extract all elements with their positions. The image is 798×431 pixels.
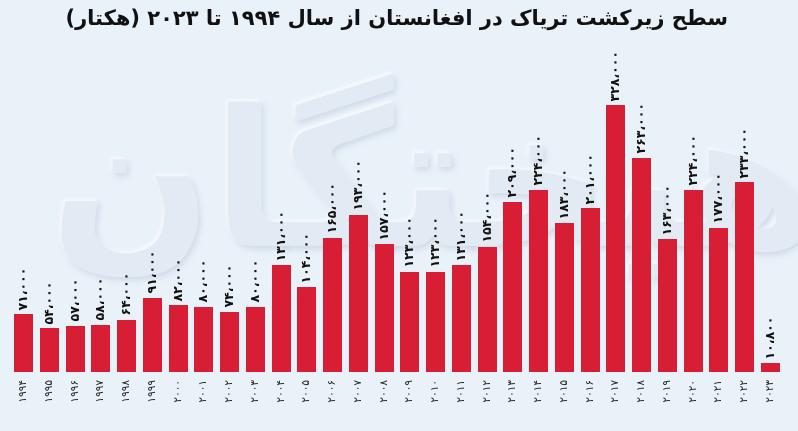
bar-1994 [14,314,33,372]
value-label-text: ۲۰۹،۰۰۰ [504,147,520,198]
value-label-text: ۱۲۳،۰۰۰ [427,217,442,268]
bar-2009 [400,271,420,372]
bar-2022 [735,182,754,372]
bar-2002 [220,311,239,372]
value-label-text: ۱۳۱،۰۰۰ [272,210,288,262]
value-label-text: ۵۷،۰۰۰ [66,278,82,322]
bar-2000 [168,305,188,372]
year-label-text: ۱۹۹۸ [120,380,132,403]
bar-2006 [323,237,342,372]
year-label-text: ۱۹۹۴ [17,380,29,403]
bar-1999 [142,297,162,372]
year-label-text: ۲۰۰۴ [274,380,287,403]
bar-2018 [632,157,651,372]
value-label-text: ۳۲۸،۰۰۰ [607,50,623,101]
value-label-text: ۱۰،۸۰۰ [761,316,777,360]
year-label-text: ۲۰۱۷ [609,380,622,403]
value-label-text: ۲۲۴،۰۰۰ [530,135,545,186]
value-label-text: ۱۵۴،۰۰۰ [478,192,494,243]
year-label-text: ۱۹۹۹ [145,380,158,403]
year-label-text: ۲۰۱۶ [583,380,596,403]
bar-2015 [554,223,574,372]
value-label-text: ۲۰۱،۰۰۰ [581,153,597,205]
bar-2008 [374,244,394,372]
value-label-text: ۱۲۳،۰۰۰ [401,217,417,268]
bar-2020 [683,189,703,372]
year-label-text: ۲۰۱۸ [635,380,647,403]
chart-title: سطح زیرکشت تریاک در افغانستان از سال ۱۹۹… [65,6,728,30]
bar-1997 [91,324,111,372]
bar-1998 [117,319,136,372]
bar-2016 [580,208,600,372]
value-label-text: ۵۴،۰۰۰ [40,281,56,325]
value-label-text: ۱۳۱،۰۰۰ [452,210,468,262]
value-label-text: ۱۹۳،۰۰۰ [349,160,365,211]
year-label-text: ۲۰۰۰ [171,380,184,403]
year-label-text: ۲۰۰۳ [248,380,261,403]
year-label-text: ۲۰۲۰ [686,380,699,403]
value-label-text: ۲۲۴،۰۰۰ [684,135,700,186]
bar-2003 [245,306,265,372]
value-label-text: ۱۸۳،۰۰۰ [555,168,571,220]
value-label-text: ۱۰۴،۰۰۰ [298,232,314,284]
bar-2023 [760,363,780,372]
value-label-text: ۸۲،۰۰۰ [169,258,185,302]
value-label-text: ۸۰،۰۰۰ [195,259,211,303]
year-label-text: ۲۰۰۵ [300,380,313,403]
year-label-text: ۲۰۲۳ [763,380,776,403]
year-label-text: ۲۰۰۲ [223,380,235,403]
bar-1996 [65,325,85,372]
bar-2007 [348,214,368,372]
value-label-text: ۷۱،۰۰۰ [15,267,30,311]
year-label-text: ۱۹۹۶ [68,380,81,403]
year-label-text: ۲۰۱۰ [429,380,441,403]
bar-2010 [426,271,445,372]
value-label-text: ۱۵۷،۰۰۰ [375,189,391,241]
value-label-text: ۸۰،۰۰۰ [246,259,262,303]
year-label-text: ۲۰۱۴ [532,380,544,403]
value-label-text: ۹۱،۰۰۰ [143,251,159,294]
value-label-text: ۶۴،۰۰۰ [118,272,133,316]
year-label-text: ۲۰۱۹ [660,380,673,403]
bar-1995 [39,328,59,372]
year-label-text: ۲۰۰۸ [377,380,390,403]
year-label-text: ۲۰۱۲ [480,380,493,403]
bar-2021 [709,227,729,372]
value-label-text: ۵۸،۰۰۰ [92,277,108,321]
value-label-text: ۲۶۳،۰۰۰ [633,103,648,154]
bar-2012 [477,246,497,372]
value-label-text: ۱۷۷،۰۰۰ [710,173,726,224]
value-label-text: ۷۴،۰۰۰ [221,264,236,308]
year-label-text: ۱۹۹۵ [42,380,55,403]
year-label-text: ۲۰۰۷ [351,380,364,403]
year-label-text: ۱۹۹۷ [94,380,107,403]
year-label-text: ۲۰۰۹ [403,380,416,403]
year-label-text: ۲۰۱۵ [557,380,570,403]
bar-2011 [451,265,471,372]
bar-2017 [606,105,626,372]
year-label-text: ۲۰۱۳ [506,380,519,403]
bar-2013 [503,201,523,372]
bar-2001 [194,306,214,372]
value-label-text: ۲۳۳،۰۰۰ [736,127,751,179]
year-label-text: ۲۰۰۶ [326,380,338,403]
value-label-text: ۱۶۵،۰۰۰ [324,183,339,234]
bar-2014 [529,189,548,372]
value-label-text: ۱۶۳،۰۰۰ [658,184,674,236]
year-label-text: ۲۰۲۲ [738,380,750,403]
year-label-text: ۲۰۲۱ [712,380,725,403]
year-label-text: ۲۰۰۱ [197,380,210,403]
year-label-text: ۲۰۱۱ [454,380,467,403]
bar-2004 [271,265,291,372]
bar-2005 [297,287,317,372]
bar-2019 [657,239,677,372]
